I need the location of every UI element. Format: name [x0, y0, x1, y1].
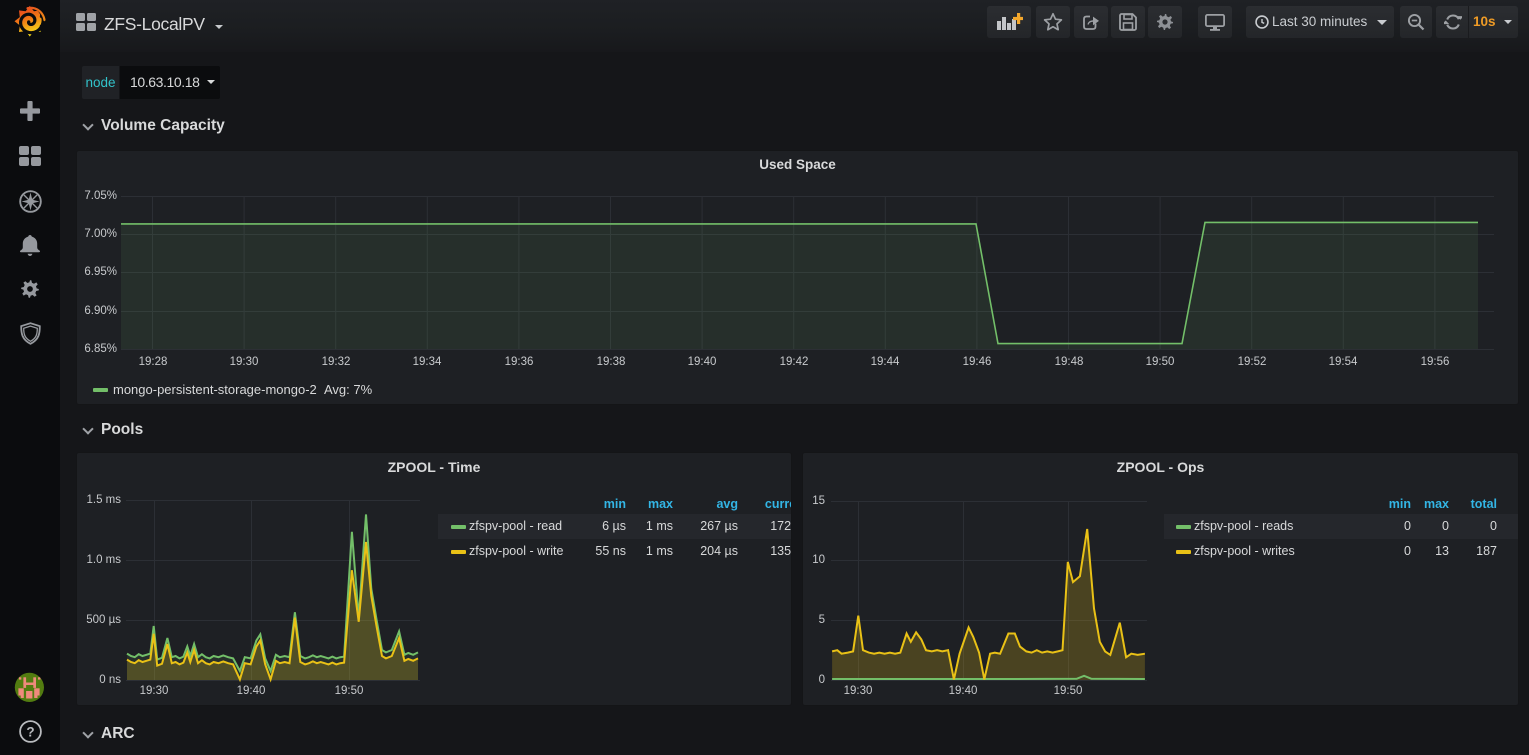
svg-text:?: ?: [26, 724, 34, 739]
